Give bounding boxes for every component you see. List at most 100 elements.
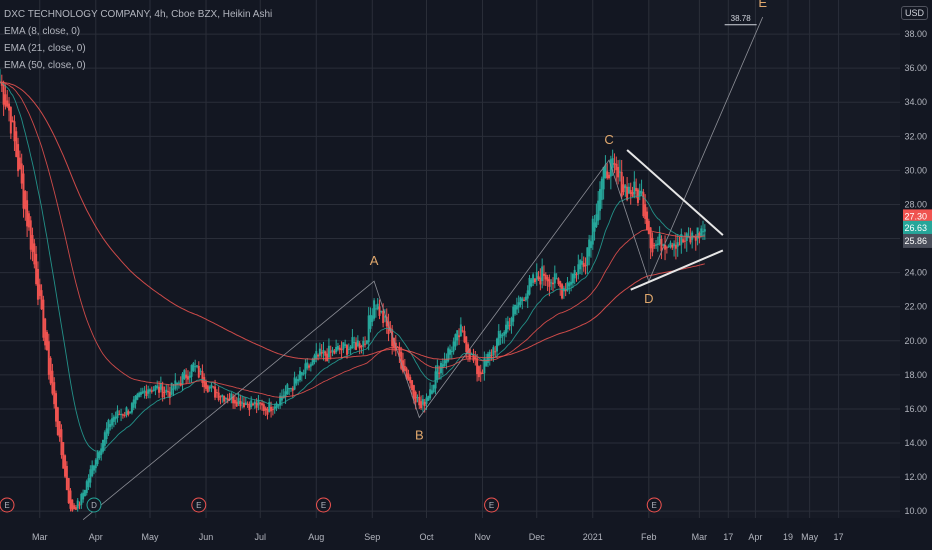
candle-body (62, 442, 65, 469)
candle-body (38, 284, 41, 296)
candle-body (306, 362, 309, 369)
candle-body (31, 235, 34, 252)
candle-body (289, 387, 292, 389)
candle-body (526, 290, 529, 299)
candle-body (168, 391, 171, 398)
candle-body (82, 492, 85, 500)
price-axis[interactable]: 10.00 12.00 14.00 16.00 18.00 20.00 22.00 24.00… (903, 29, 932, 516)
candle-body (429, 389, 432, 399)
candle-body (56, 407, 59, 435)
candle-body (208, 386, 211, 389)
candle-body (667, 246, 670, 248)
ema-21-label[interactable]: EMA (21, close, 0) (4, 43, 86, 54)
candle-body (17, 144, 20, 172)
candle-body (127, 411, 130, 415)
candle-body (532, 274, 535, 283)
candle-body (295, 378, 298, 384)
candle-body (588, 239, 591, 257)
x-tick-label: May (141, 532, 159, 542)
candle-body (192, 363, 195, 371)
candle-body (141, 391, 144, 394)
candle-body (611, 158, 614, 168)
candle-body (351, 337, 354, 349)
candle-body (467, 344, 470, 355)
candle-body (432, 384, 435, 393)
candle-body (494, 351, 497, 353)
candle-body (161, 386, 164, 398)
candle-body (362, 340, 365, 347)
candle-body (345, 345, 348, 355)
y-tick-label: 22.00 (904, 302, 927, 312)
candle-body (365, 340, 368, 344)
candle-body (483, 358, 486, 374)
candle-body (452, 341, 455, 352)
candle-body (573, 269, 576, 279)
candle-body (42, 299, 45, 338)
candle-body (259, 402, 262, 404)
candle-body (683, 240, 686, 242)
candle-body (566, 282, 569, 291)
candle-body (172, 388, 175, 390)
candle-body (149, 389, 151, 392)
candle-body (230, 393, 233, 400)
candle-body (304, 363, 307, 374)
event-marker (191, 497, 207, 513)
candle-body (327, 345, 330, 358)
y-tick-label: 10.00 (904, 506, 927, 516)
candle-body (364, 343, 367, 345)
candle-body (331, 349, 334, 352)
candle-body (380, 310, 383, 312)
candle-body (622, 184, 625, 193)
y-tick-label: 12.00 (904, 472, 927, 482)
ema-50-label[interactable]: EMA (50, close, 0) (4, 60, 86, 71)
x-tick-label: Mar (32, 532, 48, 542)
x-tick-label: 19 (783, 532, 793, 542)
candle-body (505, 324, 508, 334)
y-tick-label: 32.00 (904, 131, 927, 141)
candle-body (561, 284, 564, 299)
candle-body (414, 391, 417, 403)
candle-body (55, 393, 58, 422)
candle-body (555, 278, 558, 280)
event-marker-label: E (321, 501, 326, 510)
candle-body (280, 396, 283, 401)
candle-body (342, 342, 345, 350)
candle-body (154, 385, 157, 391)
candle-body (232, 396, 235, 404)
ema-8-label[interactable]: EMA (8, close, 0) (4, 26, 81, 37)
candle-body (358, 343, 361, 349)
candle-body (94, 459, 97, 469)
candle-body (353, 342, 356, 344)
candle-body (47, 341, 50, 375)
candle-body (45, 332, 48, 351)
x-tick-label: Apr (748, 532, 762, 542)
candle-body (150, 390, 153, 392)
candle-body (441, 364, 444, 369)
candle-body (284, 391, 287, 397)
candle-body (409, 377, 412, 384)
wave-label-d: D (644, 291, 653, 306)
time-axis[interactable]: Mar Apr May Jun Jul Aug Sep Oct Nov Dec 2021 Feb Mar… (32, 532, 844, 542)
candle-body (36, 268, 39, 300)
candle-body (499, 333, 502, 338)
candle-body (176, 382, 179, 385)
candle-body (147, 389, 150, 394)
candle-body (4, 94, 7, 107)
candle-body (152, 389, 155, 392)
chart-title[interactable]: DXC TECHNOLOGY COMPANY, 4h, Cboe BZX, He… (4, 9, 273, 20)
candle-body (145, 391, 148, 396)
candle-body (702, 231, 705, 233)
candle-body (129, 412, 132, 414)
candle-body (300, 372, 303, 376)
candle-body (660, 238, 663, 252)
currency-badge[interactable]: USD (900, 6, 928, 20)
candle-body (239, 401, 242, 407)
candle-body (508, 325, 511, 327)
candle-body (255, 403, 258, 408)
candle-body (118, 414, 121, 416)
candle-body (537, 276, 540, 279)
candle-body (676, 242, 679, 247)
candle-body (100, 448, 103, 456)
